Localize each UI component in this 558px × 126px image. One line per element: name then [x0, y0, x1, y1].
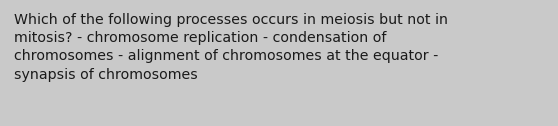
Text: Which of the following processes occurs in meiosis but not in
mitosis? - chromos: Which of the following processes occurs …: [14, 13, 448, 82]
